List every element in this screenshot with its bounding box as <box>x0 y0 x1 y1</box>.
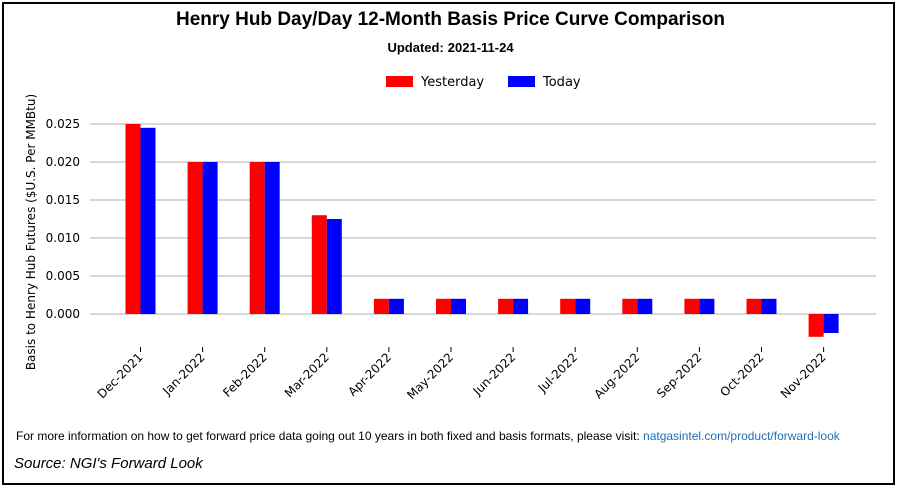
x-tick-label: Sep-2022 <box>654 350 705 401</box>
source-credit: Source: NGI's Forward Look <box>14 455 203 472</box>
bar-yesterday-may-2022 <box>436 298 451 314</box>
bar-yesterday-dec-2021 <box>125 124 141 314</box>
footer-note-text: For more information on how to get forwa… <box>16 429 640 443</box>
grid-lines <box>90 123 876 315</box>
bar-today-mar-2022 <box>326 219 342 314</box>
legend-label-today: Today <box>542 75 581 90</box>
bar-today-sep-2022 <box>699 298 715 314</box>
x-tick-label: Jun-2022 <box>470 350 519 399</box>
bar-today-aug-2022 <box>637 298 653 314</box>
y-tick-label: 0.025 <box>46 117 80 131</box>
bar-today-dec-2021 <box>140 127 156 314</box>
x-tick-label: Dec-2021 <box>95 350 146 401</box>
bar-yesterday-jun-2022 <box>498 298 514 314</box>
bar-yesterday-apr-2022 <box>373 298 389 314</box>
legend-swatch-today <box>508 76 535 87</box>
chart-title: Henry Hub Day/Day 12-Month Basis Price C… <box>175 9 726 30</box>
y-axis-label: Basis to Henry Hub Futures ($U.S. Per MM… <box>24 94 38 370</box>
updated-date: 2021-11-24 <box>447 40 514 55</box>
bar-today-apr-2022 <box>388 298 404 314</box>
updated-label: Updated: <box>387 40 444 55</box>
y-tick-label: 0.015 <box>46 193 80 207</box>
y-tick-label: 0.010 <box>46 231 80 245</box>
bar-yesterday-nov-2022 <box>808 314 824 337</box>
bar-yesterday-jul-2022 <box>560 298 576 314</box>
bar-yesterday-aug-2022 <box>622 298 638 314</box>
bar-yesterday-sep-2022 <box>684 298 700 314</box>
bar-yesterday-oct-2022 <box>746 298 762 314</box>
bar-today-feb-2022 <box>264 162 280 314</box>
x-tick-label: Mar-2022 <box>282 350 332 400</box>
x-tick-label: Nov-2022 <box>778 350 829 401</box>
bar-today-oct-2022 <box>761 298 777 314</box>
axes: 0.000 0.005 0.010 0.015 0.020 0.025 Dec-2021 Ja… <box>46 117 829 402</box>
bar-today-jul-2022 <box>575 298 591 314</box>
x-tick-label: Apr-2022 <box>345 350 394 399</box>
x-tick-label: Jan-2022 <box>159 350 207 398</box>
x-tick-label: Feb-2022 <box>220 350 270 400</box>
bar-today-jan-2022 <box>202 162 218 314</box>
bars <box>125 124 839 337</box>
bar-today-nov-2022 <box>823 314 839 333</box>
legend-label-yesterday: Yesterday <box>420 75 484 90</box>
bar-yesterday-jan-2022 <box>187 162 203 314</box>
forward-look-link[interactable]: natgasintel.com/product/forward-look <box>643 429 840 443</box>
y-tick-label: 0.000 <box>46 307 80 321</box>
footer-note: For more information on how to get forwa… <box>16 429 840 443</box>
chart-subtitle: Updated: 2021-11-24 <box>0 40 901 55</box>
legend-swatch-yesterday <box>386 76 413 87</box>
legend: Yesterday Today <box>386 75 581 90</box>
y-tick-label: 0.005 <box>46 269 80 283</box>
y-tick-label: 0.020 <box>46 155 80 169</box>
x-tick-label: Oct-2022 <box>717 350 766 399</box>
x-tick-label: Jul-2022 <box>535 350 581 396</box>
bar-yesterday-feb-2022 <box>249 162 265 314</box>
bar-yesterday-mar-2022 <box>311 215 327 314</box>
bar-today-jun-2022 <box>513 298 529 314</box>
x-tick-label: May-2022 <box>404 350 456 402</box>
x-tick-label: Aug-2022 <box>591 350 642 401</box>
bar-today-may-2022 <box>451 298 466 314</box>
